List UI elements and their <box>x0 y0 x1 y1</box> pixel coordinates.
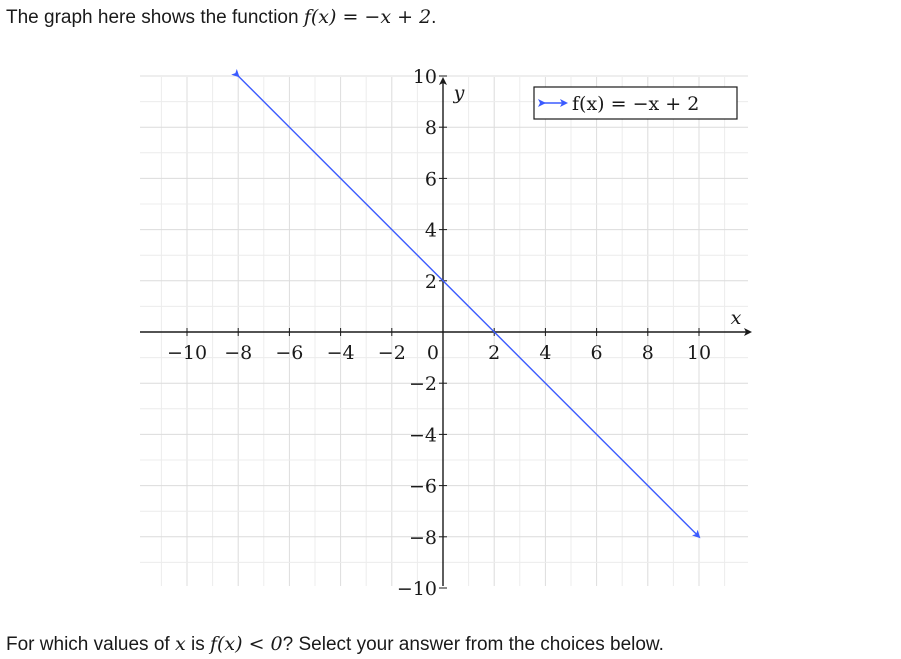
y-tick-label: −6 <box>409 476 437 498</box>
x-tick-label: 8 <box>642 342 654 364</box>
question-inequality: f(x) < 0 <box>209 633 283 655</box>
series <box>231 68 701 539</box>
grid <box>140 75 748 586</box>
y-tick-label: −4 <box>409 424 437 446</box>
intro-suffix: . <box>431 7 437 28</box>
tick-labels: −10 −8 −6 −4 −2 0 2 4 6 8 10 −10 −8 −6 −4 −2 2 4 6 8 10 x y <box>167 66 742 600</box>
question-variable: x <box>174 633 186 655</box>
x-tick-label: −2 <box>378 342 406 364</box>
question-suffix: ? Select your answer from the choices be… <box>282 634 664 655</box>
x-tick-label: 0 <box>427 342 439 364</box>
y-tick-label: 10 <box>413 66 437 88</box>
intro-function: f(x) = −x + 2 <box>303 6 432 28</box>
x-tick-label: 10 <box>687 342 711 364</box>
question-text: For which values of x is f(x) < 0? Selec… <box>6 632 664 657</box>
y-tick-label: 8 <box>425 117 437 139</box>
y-tick-label: −2 <box>409 373 437 395</box>
legend: f(x) = −x + 2 <box>533 86 738 120</box>
y-tick-label: −8 <box>409 527 437 549</box>
question-middle: is <box>185 634 210 655</box>
x-tick-label: 4 <box>539 342 551 364</box>
y-tick-label: −10 <box>397 578 437 600</box>
y-tick-label: 4 <box>425 220 437 242</box>
x-axis-label: x <box>731 307 742 329</box>
x-tick-label: 6 <box>591 342 603 364</box>
y-tick-label: 6 <box>425 168 437 190</box>
intro-prefix: The graph here shows the function <box>6 7 304 28</box>
x-tick-label: −6 <box>275 342 303 364</box>
y-tick-label: 2 <box>425 271 437 293</box>
question-prefix: For which values of <box>6 634 175 655</box>
series-line <box>231 68 701 539</box>
x-tick-label: −8 <box>224 342 252 364</box>
x-tick-label: 2 <box>488 342 500 364</box>
intro-text: The graph here shows the function f(x) =… <box>6 5 436 30</box>
x-tick-label: −10 <box>167 342 207 364</box>
legend-label: f(x) = −x + 2 <box>572 93 699 115</box>
y-axis-label: y <box>453 82 465 104</box>
x-tick-label: −4 <box>327 342 355 364</box>
